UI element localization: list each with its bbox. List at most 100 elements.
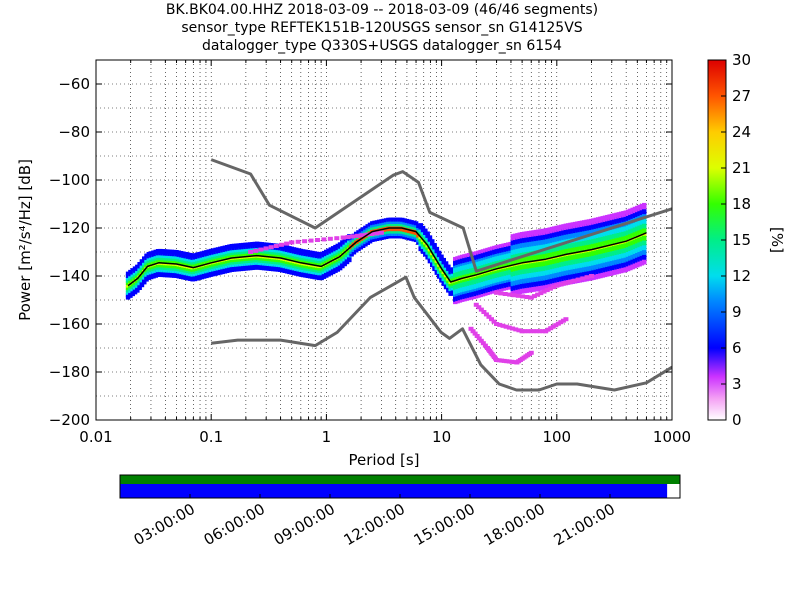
heatmap-cell (167, 271, 172, 276)
heatmap-cell (549, 258, 555, 263)
heatmap-cell (621, 247, 626, 252)
heatmap-cell (489, 246, 495, 251)
heatmap-cell (257, 263, 262, 268)
heatmap-cell (148, 275, 154, 280)
heatmap-cell (513, 327, 519, 332)
heatmap-cell (400, 229, 405, 234)
heatmap-cell (443, 261, 449, 266)
heatmap-cell (349, 252, 354, 257)
heatmap-cell (480, 258, 486, 263)
heatmap-cell (208, 251, 214, 256)
heatmap-cell (160, 253, 165, 258)
heatmap-cell (229, 246, 235, 251)
heatmap-cell (429, 239, 435, 244)
heatmap-cell (411, 237, 417, 242)
heatmap-cell (563, 228, 569, 233)
heatmap-cell (462, 297, 467, 302)
heatmap-cell (238, 267, 244, 272)
heatmap-cell (588, 238, 594, 243)
heatmap-cell (508, 282, 513, 287)
heatmap-cell (570, 248, 576, 253)
heatmap-cell (358, 245, 364, 250)
heatmap-cell (582, 268, 587, 273)
heatmap-cell (586, 267, 592, 272)
heatmap-cell (298, 263, 304, 268)
heatmap-cell (165, 258, 170, 263)
heatmap-cell (469, 281, 474, 286)
heatmap-cell (395, 220, 400, 224)
heatmap-cell (360, 229, 366, 234)
heatmap-cell (347, 241, 352, 246)
heatmap-cell (540, 267, 546, 272)
heatmap-cell (568, 241, 573, 246)
heatmap-cell (496, 280, 502, 285)
heatmap-cell (570, 267, 576, 272)
heatmap-cell (406, 226, 412, 231)
heatmap-cell (356, 239, 361, 244)
heatmap-cell (344, 250, 350, 255)
heatmap-cell (524, 262, 529, 267)
heatmap-cell (512, 248, 518, 253)
heatmap-cell (192, 272, 198, 277)
heatmap-cell (595, 260, 601, 265)
heatmap-cell (125, 288, 131, 293)
heatmap-cell (503, 257, 509, 262)
heatmap-cell (545, 263, 550, 268)
heatmap-cell (632, 237, 638, 242)
heatmap-cell (570, 234, 576, 239)
heatmap-cell (637, 224, 642, 229)
heatmap-cell (390, 222, 396, 227)
heatmap-cell (584, 255, 589, 260)
heatmap-cell (602, 234, 608, 239)
heatmap-cell (201, 260, 207, 265)
heatmap-cell (501, 262, 506, 267)
heatmap-cell (291, 254, 297, 259)
heatmap-cell (211, 248, 216, 253)
heatmap-cell (529, 276, 534, 281)
heatmap-cell (614, 231, 619, 236)
heatmap-cell (628, 227, 633, 232)
heatmap-cell (160, 273, 165, 278)
heatmap-cell (234, 267, 239, 272)
heatmap-cell (512, 260, 518, 265)
heatmap-cell (547, 237, 552, 242)
heatmap-cell (271, 252, 276, 257)
heatmap-cell (185, 262, 191, 267)
heatmap-cell (275, 246, 281, 251)
heatmap-cell (476, 255, 481, 260)
heatmap-cell (554, 225, 559, 230)
heatmap-cell (506, 252, 511, 257)
heatmap-cell (616, 260, 622, 265)
heatmap-cell (512, 238, 518, 243)
heatmap-cell (593, 256, 599, 261)
heatmap-cell (188, 260, 193, 265)
heatmap-cell (141, 263, 147, 268)
heatmap-cell (586, 236, 592, 241)
heatmap-cell (591, 242, 596, 247)
heatmap-cell (386, 234, 391, 239)
heatmap-cell (526, 274, 532, 279)
heatmap-cell (508, 268, 513, 273)
heatmap-cell (379, 226, 384, 231)
heatmap-cell (508, 280, 513, 285)
heatmap-cell (616, 248, 622, 253)
heatmap-cell (455, 280, 460, 285)
heatmap-cell (181, 253, 186, 258)
heatmap-cell (625, 257, 631, 262)
heatmap-cell (178, 250, 184, 255)
heatmap-cell (607, 252, 612, 257)
heatmap-cell (469, 266, 474, 271)
heatmap-cell (559, 236, 564, 241)
heatmap-cell (511, 293, 517, 298)
heatmap-cell (434, 270, 440, 275)
heatmap-cell (434, 268, 440, 273)
heatmap-cell (545, 244, 550, 249)
heatmap-cell (185, 252, 191, 257)
heatmap-cell (393, 227, 398, 232)
heatmap-cell (194, 276, 200, 281)
heatmap-cell (630, 222, 635, 227)
heatmap-cell (314, 273, 320, 278)
heatmap-cell (602, 246, 608, 251)
heatmap-cell (448, 284, 453, 289)
heatmap-cell (568, 270, 573, 275)
